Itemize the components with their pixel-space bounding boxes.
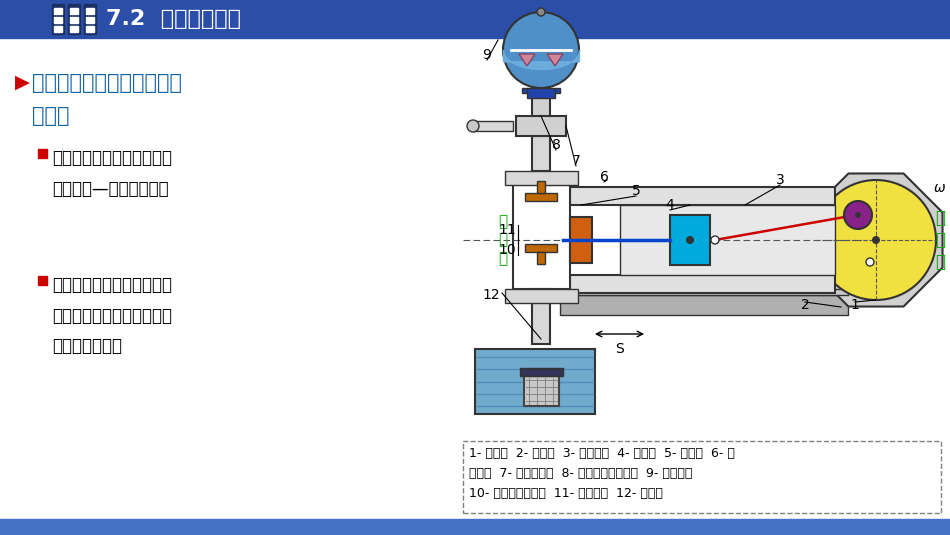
Bar (0, 519, 950, 535)
Circle shape (467, 120, 479, 132)
Bar (505, 289, 578, 303)
Bar (525, 244, 557, 252)
Text: 动
力
端: 动 力 端 (935, 209, 945, 271)
Text: 10: 10 (499, 243, 516, 257)
Polygon shape (547, 54, 563, 66)
Bar (532, 136, 550, 171)
FancyBboxPatch shape (463, 441, 941, 513)
Bar (54, 8, 62, 14)
Polygon shape (519, 54, 535, 66)
Polygon shape (809, 173, 942, 307)
Circle shape (866, 258, 874, 266)
Bar (86, 26, 94, 32)
Polygon shape (560, 295, 848, 315)
Bar (86, 17, 94, 23)
Bar (524, 376, 559, 406)
Circle shape (537, 8, 545, 16)
Circle shape (844, 201, 872, 229)
Text: 3: 3 (775, 173, 785, 187)
Text: 7.2  钻井泵（上）: 7.2 钻井泵（上） (106, 9, 241, 29)
Bar (52, 4, 64, 34)
Bar (532, 88, 550, 116)
Bar (522, 88, 527, 93)
Text: 液力端：液缸，活塞，活塞
杆，阀室（阀箱），吸、排
阀，吸、排管。: 液力端：液缸，活塞，活塞 杆，阀室（阀箱），吸、排 阀，吸、排管。 (52, 276, 172, 355)
Bar (570, 187, 835, 205)
Bar (537, 252, 545, 264)
Bar (38, 149, 47, 158)
Circle shape (872, 236, 880, 244)
Text: 11: 11 (498, 223, 516, 237)
Bar (527, 88, 555, 98)
Bar (670, 215, 710, 265)
Text: 动力端：曲柄，连杆，十字
头（动力—液力分界）；: 动力端：曲柄，连杆，十字 头（动力—液力分界）； (52, 149, 172, 197)
Text: 7: 7 (572, 154, 580, 168)
Text: 2: 2 (801, 298, 809, 312)
Bar (555, 88, 560, 93)
Text: ω: ω (934, 181, 945, 195)
Bar (520, 368, 563, 376)
Bar (86, 8, 94, 14)
Bar (84, 4, 96, 34)
Text: 液
力
端: 液 力 端 (498, 214, 507, 266)
Text: 5: 5 (632, 184, 640, 198)
Bar (537, 181, 545, 193)
Text: 结构组成：往复泵，曲柄滑
块机构: 结构组成：往复泵，曲柄滑 块机构 (32, 73, 182, 126)
Text: S: S (616, 342, 624, 356)
Bar (68, 4, 80, 34)
Bar (513, 185, 570, 289)
Text: 1: 1 (850, 298, 860, 312)
Bar (560, 289, 848, 295)
Bar (473, 121, 513, 131)
Text: 9: 9 (483, 48, 491, 62)
Bar (516, 116, 566, 136)
Bar (54, 26, 62, 32)
Text: 4: 4 (666, 198, 674, 212)
Circle shape (711, 236, 719, 244)
Text: 出阀；  7- 排出四通；  8- 预压排出空气包；  9- 排出管；: 出阀； 7- 排出四通； 8- 预压排出空气包； 9- 排出管； (469, 467, 693, 480)
Bar (54, 17, 62, 23)
Bar (70, 8, 78, 14)
Bar (532, 289, 550, 344)
Text: 12: 12 (483, 288, 500, 302)
Text: ▶: ▶ (15, 73, 30, 92)
Bar (0, 0, 950, 38)
Bar (505, 171, 578, 185)
Circle shape (503, 12, 579, 88)
Text: 8: 8 (552, 138, 560, 152)
Bar (70, 26, 78, 32)
Bar (525, 193, 557, 201)
Bar (475, 349, 595, 414)
Bar (620, 205, 835, 275)
Bar (570, 217, 592, 263)
Bar (38, 276, 47, 285)
Text: 10- 阀箱（液缸）；  11- 吸入阀；  12- 吸入管: 10- 阀箱（液缸）； 11- 吸入阀； 12- 吸入管 (469, 487, 663, 500)
Circle shape (855, 212, 861, 218)
Text: 6: 6 (599, 170, 608, 184)
Bar (570, 275, 835, 293)
Circle shape (686, 236, 694, 244)
Circle shape (816, 180, 936, 300)
Text: 1- 曲柄；  2- 连杆；  3- 十字头；  4- 活塞；  5- 缸套；  6- 排: 1- 曲柄； 2- 连杆； 3- 十字头； 4- 活塞； 5- 缸套； 6- 排 (469, 447, 735, 460)
Bar (70, 17, 78, 23)
